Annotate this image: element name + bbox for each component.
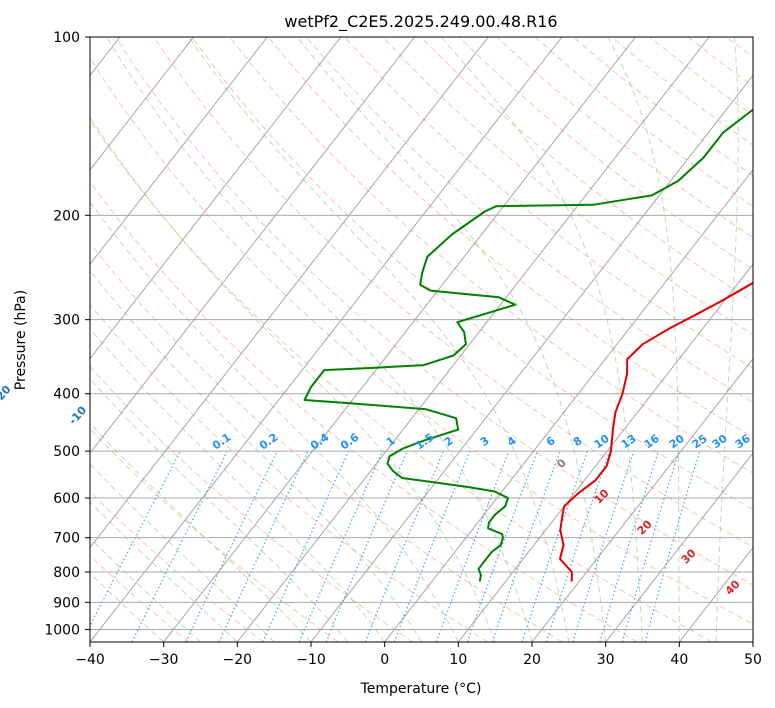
mixing-ratio-line (491, 450, 561, 642)
x-axis-label: Temperature (°C) (360, 681, 482, 697)
y-tick-label: 600 (53, 491, 80, 507)
moist-adiabat-line (715, 37, 739, 642)
dry-adiabat-label: -20 (0, 383, 14, 407)
isotherm-line (90, 37, 342, 360)
mixing-ratio-line (521, 450, 589, 642)
isotherm-line (90, 37, 194, 171)
mixing-ratio-line (298, 450, 384, 642)
moist-adiabat-line (90, 327, 386, 642)
isotherm-line (310, 74, 753, 642)
moist-adiabat-line (296, 37, 607, 642)
moist-adiabat-line (90, 501, 238, 642)
mixing-ratio-line (435, 450, 510, 642)
x-tick-label: 30 (597, 652, 615, 668)
moist-adiabat-line (90, 422, 312, 642)
moist-adiabat-line (90, 537, 201, 642)
dry-adiabat-line (229, 37, 753, 474)
isotherm-line (90, 37, 563, 642)
y-tick-label: 200 (53, 208, 80, 224)
x-tick-label: 50 (744, 652, 762, 668)
isotherm-line (605, 452, 753, 642)
y-tick-label: 100 (53, 30, 80, 46)
y-tick-label: 300 (53, 313, 80, 329)
moist-adiabat-line (90, 270, 422, 642)
dry-adiabat-line (90, 242, 563, 642)
x-tick-label: −40 (75, 652, 105, 668)
mixing-ratio-line (466, 450, 538, 642)
moist-adiabat-line (90, 201, 459, 642)
plot-frame (89, 36, 754, 643)
isotherm-line (457, 263, 753, 642)
x-tick-label: −10 (296, 652, 326, 668)
y-tick-label: 500 (53, 444, 80, 460)
dry-adiabat-line (90, 427, 339, 642)
isotherm-line (752, 641, 753, 642)
x-tick-label: 20 (523, 652, 541, 668)
temperature-profile-line (559, 281, 753, 582)
isotherm-line (236, 37, 710, 642)
mixing-ratio-line (364, 450, 444, 642)
dry-adiabat-label: -10 (66, 404, 89, 428)
x-tick-label: 40 (670, 652, 688, 668)
chart-title: wetPf2_C2E5.2025.249.00.48.R16 (284, 12, 557, 32)
y-tick-label: 900 (53, 595, 80, 611)
dry-adiabat-line (90, 56, 753, 625)
moist-adiabat-line (90, 572, 165, 642)
moist-adiabat-line (90, 463, 275, 642)
dry-adiabat-line (90, 554, 190, 642)
isotherm-line (163, 37, 636, 642)
isotherm-line (90, 37, 489, 549)
dry-adiabat-line (90, 303, 488, 642)
y-tick-label: 800 (53, 565, 80, 581)
x-tick-label: −30 (149, 652, 179, 668)
moist-adiabat-line (106, 37, 533, 642)
moist-adiabat-line (188, 37, 570, 642)
x-tick-label: 0 (380, 652, 389, 668)
y-axis-label: Pressure (hPa) (13, 290, 29, 390)
isotherm-line (90, 37, 415, 454)
isotherm-line (531, 357, 753, 642)
moist-adiabat-line (440, 37, 643, 642)
dry-adiabat-line (115, 37, 753, 586)
dry-adiabat-line (420, 37, 753, 303)
x-tick-label: 10 (449, 652, 467, 668)
mixing-ratio-line (545, 450, 611, 642)
dry-adiabat-line (90, 181, 638, 642)
plot-area (90, 37, 753, 642)
isotherm-line (384, 168, 753, 642)
y-tick-label: 700 (53, 531, 80, 547)
isotherm-line (90, 37, 268, 266)
y-tick-label: 400 (53, 387, 80, 403)
mixing-ratio-line (599, 450, 660, 642)
mixing-ratio-line (325, 450, 408, 642)
mixing-ratio-line (572, 450, 635, 642)
dry-adiabat-line (267, 37, 753, 438)
mixing-ratio-line (621, 450, 680, 642)
dewpoint-profile-line (303, 108, 753, 582)
y-tick-label: 1000 (44, 622, 80, 638)
moist-adiabat-line (607, 37, 680, 642)
dry-adiabat-line (382, 37, 753, 336)
mixing-ratio-line (262, 450, 350, 642)
moist-adiabat-line (90, 116, 496, 642)
x-tick-label: −20 (223, 652, 253, 668)
